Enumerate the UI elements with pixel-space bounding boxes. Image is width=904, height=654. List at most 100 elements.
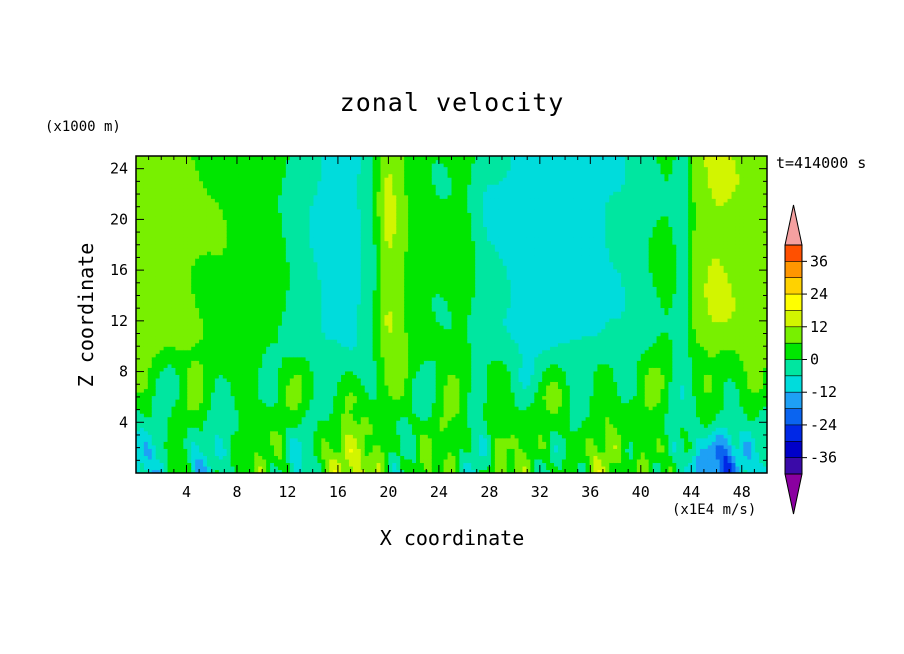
heatmap-cell: [175, 293, 180, 298]
heatmap-cell: [305, 458, 311, 464]
heatmap-cell: [297, 286, 303, 291]
heatmap-cell: [226, 286, 232, 291]
heatmap-cell: [254, 434, 259, 439]
heatmap-cell: [317, 381, 322, 386]
heatmap-cell: [341, 325, 346, 330]
heatmap-cell: [301, 205, 307, 210]
heatmap-cell: [203, 370, 208, 375]
heatmap-cell: [293, 465, 299, 471]
heatmap-cell: [254, 226, 259, 231]
heatmap-cell: [195, 293, 200, 298]
heatmap-cell: [171, 233, 177, 238]
heatmap-cell: [266, 465, 271, 471]
heatmap-cell: [305, 198, 311, 203]
heatmap-cell: [309, 222, 315, 228]
heatmap-cell: [352, 458, 358, 464]
heatmap-cell: [167, 159, 173, 164]
heatmap-cell: [139, 258, 145, 263]
heatmap-cell: [151, 318, 157, 323]
heatmap-cell: [297, 219, 303, 224]
heatmap-cell: [238, 434, 244, 439]
heatmap-cell: [191, 261, 196, 266]
heatmap-cell: [203, 458, 208, 464]
heatmap-cell: [285, 296, 291, 302]
heatmap-cell: [139, 201, 145, 206]
heatmap-cell: [199, 377, 204, 383]
heatmap-cell: [321, 328, 326, 333]
heatmap-cell: [143, 208, 149, 213]
heatmap-cell: [151, 448, 157, 453]
heatmap-cell: [203, 462, 208, 467]
heatmap-cell: [238, 293, 244, 298]
heatmap-cell: [281, 307, 287, 312]
heatmap-cell: [329, 201, 334, 206]
heatmap-cell: [293, 303, 299, 309]
heatmap-cell: [136, 198, 141, 203]
heatmap-cell: [352, 451, 358, 456]
heatmap-cell: [187, 384, 192, 390]
heatmap-cell: [246, 346, 251, 351]
heatmap-cell: [151, 229, 157, 235]
heatmap-cell: [321, 420, 326, 425]
heatmap-cell: [195, 451, 200, 456]
heatmap-cell: [337, 251, 342, 256]
heatmap-cell: [348, 180, 354, 185]
heatmap-cell: [234, 310, 240, 316]
heatmap-cell: [226, 229, 232, 235]
heatmap-cell: [210, 349, 216, 354]
heatmap-cell: [210, 229, 216, 235]
heatmap-cell: [210, 251, 216, 256]
heatmap-cell: [179, 198, 184, 203]
heatmap-cell: [329, 444, 334, 449]
heatmap-cell: [171, 303, 177, 309]
heatmap-cell: [246, 413, 251, 418]
heatmap-cell: [277, 427, 283, 432]
heatmap-cell: [242, 469, 248, 473]
heatmap-cell: [266, 356, 271, 361]
heatmap-cell: [285, 177, 291, 182]
heatmap-cell: [266, 335, 271, 340]
heatmap-cell: [136, 310, 141, 316]
heatmap-cell: [313, 212, 319, 217]
heatmap-cell: [238, 413, 244, 418]
heatmap-cell: [171, 462, 177, 467]
heatmap-cell: [345, 286, 350, 291]
heatmap-cell: [258, 307, 263, 312]
heatmap-cell: [191, 194, 196, 199]
heatmap-cell: [297, 184, 303, 189]
heatmap-cell: [352, 430, 358, 435]
heatmap-cell: [238, 423, 244, 428]
heatmap-cell: [167, 198, 173, 203]
heatmap-cell: [250, 184, 255, 189]
heatmap-cell: [195, 307, 200, 312]
heatmap-cell: [171, 254, 177, 259]
heatmap-cell: [305, 430, 311, 435]
heatmap-cell: [297, 332, 303, 337]
heatmap-cell: [238, 406, 244, 411]
heatmap-cell: [214, 363, 220, 368]
heatmap-cell: [313, 293, 319, 298]
heatmap-cell: [289, 342, 295, 347]
heatmap-cell: [171, 201, 177, 206]
heatmap-cell: [281, 251, 287, 256]
heatmap-cell: [206, 170, 212, 175]
heatmap-cell: [348, 226, 354, 231]
heatmap-cell: [246, 177, 251, 182]
heatmap-cell: [199, 349, 204, 354]
heatmap-cell: [183, 177, 188, 182]
heatmap-cell: [238, 388, 244, 393]
heatmap-cell: [317, 254, 322, 259]
heatmap-cell: [309, 335, 315, 340]
heatmap-cell: [163, 180, 169, 185]
heatmap-cell: [206, 219, 212, 224]
heatmap-cell: [309, 282, 315, 287]
heatmap-cell: [175, 423, 180, 428]
heatmap-cell: [187, 391, 192, 397]
heatmap-cell: [277, 448, 283, 453]
heatmap-cell: [305, 342, 311, 347]
heatmap-cell: [258, 293, 263, 298]
heatmap-cell: [246, 314, 251, 319]
heatmap-cell: [139, 465, 145, 471]
heatmap-cell: [222, 469, 228, 473]
heatmap-cell: [179, 265, 184, 270]
